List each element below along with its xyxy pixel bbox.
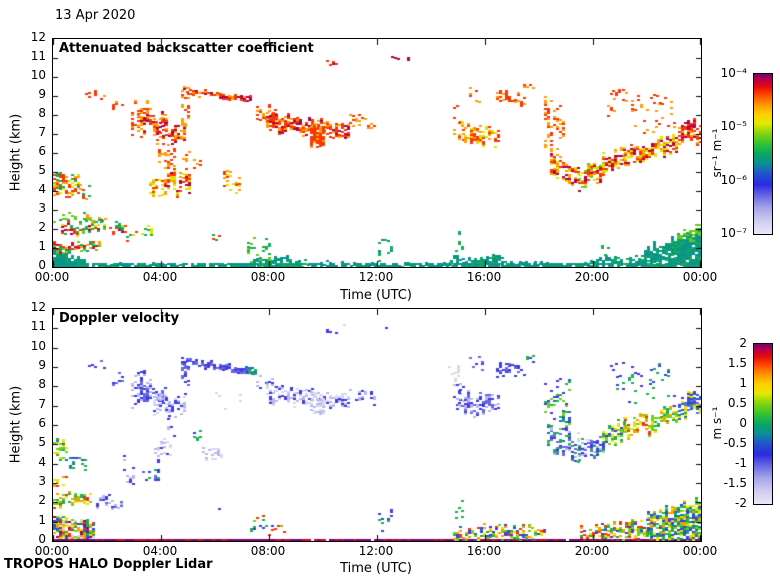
x-tick-label: 00:00 (682, 544, 718, 558)
backscatter-xaxis-label: Time (UTC) (340, 288, 412, 303)
colorbar-tick-label: -1.5 (723, 476, 747, 490)
y-tick-label: 0 (38, 258, 46, 272)
colorbar-tick-label: 10⁻⁶ (720, 172, 747, 187)
colorbar-tick-label: -0.5 (723, 436, 747, 450)
y-tick-label: 2 (38, 220, 46, 234)
y-tick-label: 4 (38, 182, 46, 196)
y-tick-label: 7 (38, 125, 46, 139)
y-tick-label: 1 (38, 239, 46, 253)
colorbar-tick-label: -2 (735, 496, 747, 510)
backscatter-panel-title: Attenuated backscatter coefficient (59, 41, 314, 56)
y-tick-label: 5 (38, 435, 46, 450)
velocity-xaxis-label: Time (UTC) (340, 561, 412, 576)
colorbar-tick-label: 1.5 (727, 356, 747, 370)
colorbar-tick-label: 0 (739, 416, 747, 430)
x-tick-label: 08:00 (250, 270, 286, 284)
y-tick-label: 10 (30, 68, 46, 82)
velocity-panel-title: Doppler velocity (59, 311, 180, 326)
backscatter-panel: Attenuated backscatter coefficient (52, 38, 702, 268)
instrument-credit: TROPOS HALO Doppler Lidar (4, 557, 213, 572)
y-tick-label: 11 (30, 319, 46, 334)
y-tick-label: 12 (30, 300, 46, 314)
y-tick-label: 0 (38, 532, 46, 546)
x-tick-label: 00:00 (34, 544, 70, 558)
y-tick-label: 6 (38, 416, 46, 430)
backscatter-colorbar (753, 73, 773, 235)
y-tick-label: 10 (30, 338, 46, 353)
x-tick-label: 00:00 (682, 270, 718, 284)
colorbar-tick-label: 10⁻⁵ (720, 119, 747, 134)
x-tick-label: 12:00 (358, 544, 394, 558)
colorbar-tick-label: 10⁻⁷ (720, 226, 747, 240)
y-tick-label: 6 (38, 144, 46, 158)
y-tick-label: 11 (30, 49, 46, 63)
x-tick-label: 16:00 (466, 544, 502, 558)
date-label: 13 Apr 2020 (55, 8, 136, 23)
velocity-colorbar (753, 343, 773, 505)
y-tick-label: 9 (38, 87, 46, 101)
y-tick-label: 2 (38, 493, 46, 508)
colorbar-tick-label: 1 (739, 376, 747, 390)
y-tick-label: 12 (30, 30, 46, 44)
x-tick-label: 04:00 (142, 544, 178, 558)
y-tick-label: 9 (38, 358, 46, 372)
x-tick-label: 04:00 (142, 270, 178, 284)
velocity-plot-canvas (52, 308, 702, 542)
y-tick-label: 4 (38, 454, 46, 469)
x-tick-label: 16:00 (466, 270, 502, 284)
y-tick-label: 1 (38, 512, 46, 527)
backscatter-plot-canvas (52, 38, 702, 268)
y-tick-label: 8 (38, 106, 46, 120)
colorbar-tick-label: 0.5 (727, 396, 747, 410)
x-tick-label: 08:00 (250, 544, 286, 558)
y-tick-label: 7 (38, 396, 46, 411)
x-tick-label: 00:00 (34, 270, 70, 284)
velocity-panel: Doppler velocity (52, 308, 702, 542)
x-tick-label: 12:00 (358, 270, 394, 284)
y-tick-label: 3 (38, 474, 46, 488)
colorbar-tick-label: 2 (739, 336, 747, 350)
y-tick-label: 5 (38, 163, 46, 177)
colorbar-tick-label: 10⁻⁴ (720, 66, 747, 80)
y-tick-label: 3 (38, 201, 46, 215)
x-tick-label: 20:00 (574, 544, 610, 558)
y-tick-label: 8 (38, 377, 46, 392)
colorbar-tick-label: -1 (735, 456, 747, 470)
x-tick-label: 20:00 (574, 270, 610, 284)
